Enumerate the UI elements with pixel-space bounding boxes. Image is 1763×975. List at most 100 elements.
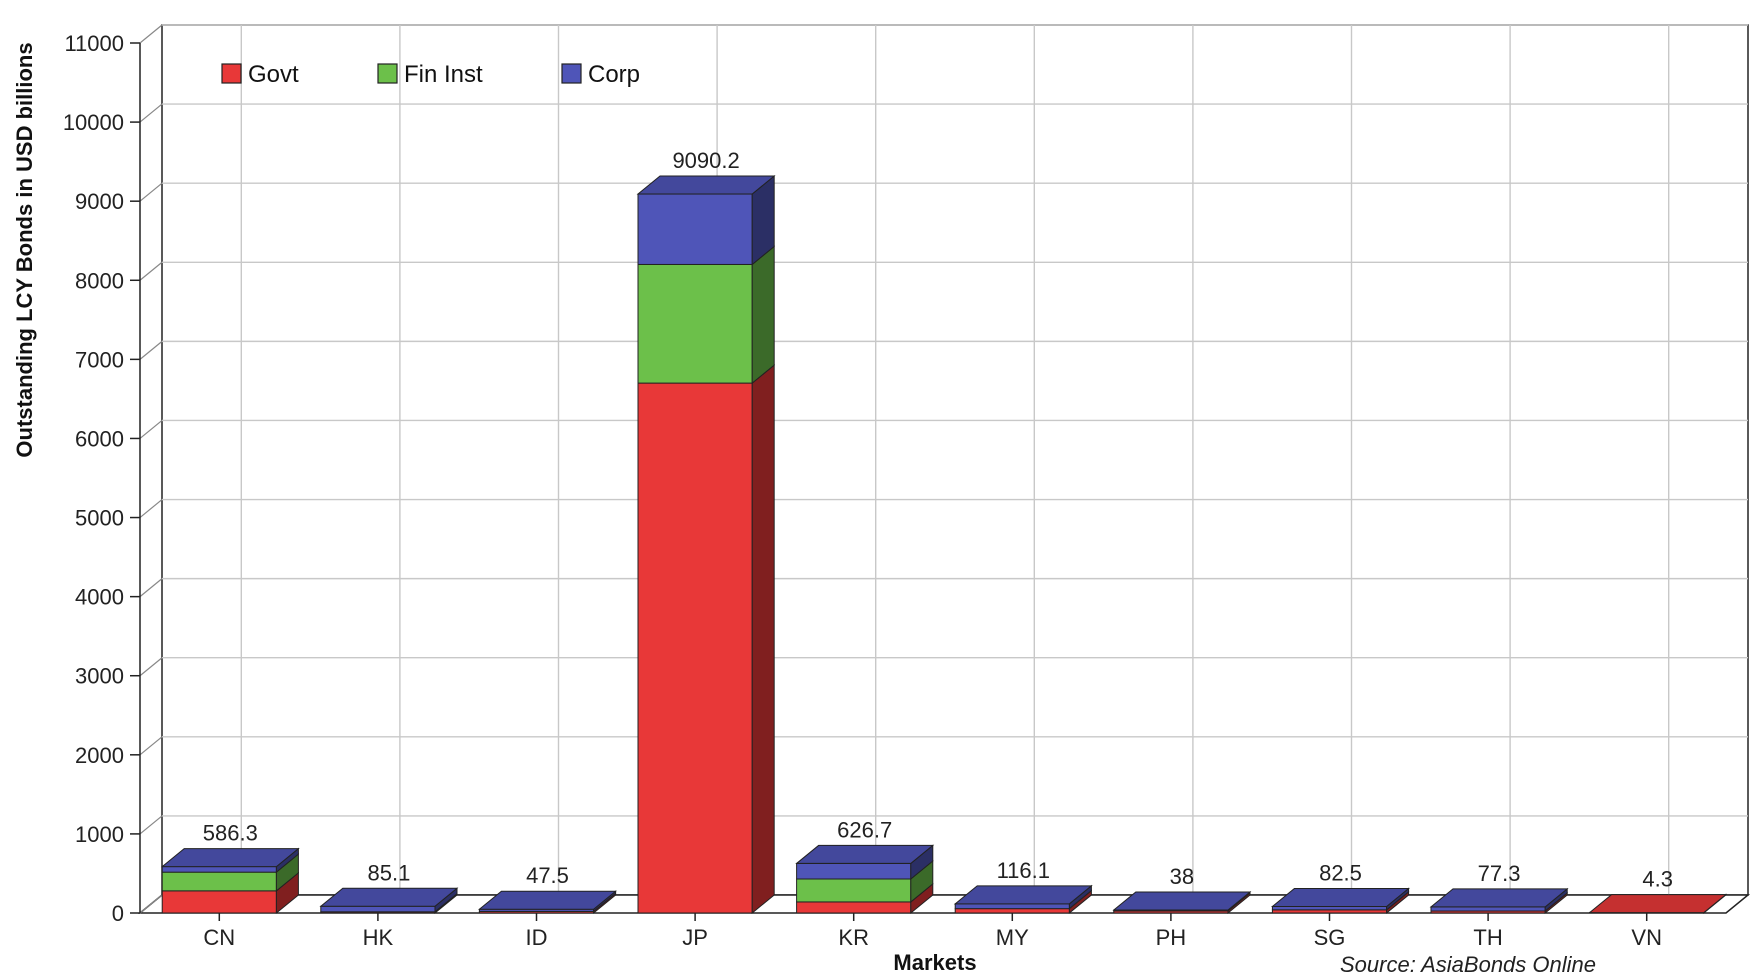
bar-stack-vn xyxy=(1588,893,1728,915)
bar-segment-cn-govt xyxy=(161,890,277,914)
data-label-kr: 626.7 xyxy=(837,817,892,842)
gridline-wall-diagonal xyxy=(139,182,163,202)
bar-segment-cn-fin-inst xyxy=(161,871,277,892)
y-tick-label: 1000 xyxy=(75,822,124,847)
data-label-id: 47.5 xyxy=(526,863,569,888)
legend-swatch xyxy=(221,63,242,84)
legend: Govt Fin Inst Corp xyxy=(221,61,640,88)
bar-stack-jp xyxy=(636,174,776,915)
y-tick-label: 3000 xyxy=(75,664,124,689)
bar-top-cn xyxy=(160,848,300,868)
y-tick-label: 4000 xyxy=(75,585,124,610)
x-tick-label-kr: KR xyxy=(838,925,869,950)
bar-stack-kr xyxy=(795,844,935,915)
bar-top-vn xyxy=(1588,894,1728,914)
axes: 0 1000 2000 3000 4000 5000 6000 7000 8000 9000 100… xyxy=(63,31,1662,950)
gridline-wall-diagonal xyxy=(139,24,163,44)
data-label-jp: 9090.2 xyxy=(672,148,739,173)
data-label-ph: 38 xyxy=(1170,864,1194,889)
bar-segment-kr-fin-inst xyxy=(796,878,912,903)
gridline-wall-diagonal xyxy=(139,894,163,914)
x-tick-label-my: MY xyxy=(996,925,1029,950)
y-tick-label: 10000 xyxy=(63,110,124,135)
bar-segment-my-govt xyxy=(954,908,1070,914)
data-label-vn: 4.3 xyxy=(1642,867,1673,892)
y-tick-label: 0 xyxy=(112,901,124,926)
gridline-wall-diagonal xyxy=(139,657,163,677)
gridline-wall-diagonal xyxy=(139,578,163,598)
legend-label: Corp xyxy=(588,61,640,88)
bar-side-jp-fin-inst xyxy=(751,245,775,385)
y-tick-label: 9000 xyxy=(75,189,124,214)
x-tick-label-id: ID xyxy=(526,925,548,950)
bar-top-hk xyxy=(319,887,459,907)
legend-item-govt: Govt xyxy=(221,61,299,88)
bars xyxy=(160,174,1728,915)
legend-item-corp: Corp xyxy=(561,61,640,88)
x-axis-title: Markets xyxy=(893,950,976,975)
legend-item-fin-inst: Fin Inst xyxy=(377,61,483,88)
gridline-wall-diagonal xyxy=(139,419,163,439)
x-tick-label-sg: SG xyxy=(1314,925,1346,950)
legend-label: Fin Inst xyxy=(404,61,483,88)
bar-side-jp-govt xyxy=(751,364,775,915)
y-tick-label: 6000 xyxy=(75,426,124,451)
bar-stack-hk xyxy=(319,887,459,915)
bar-top-id xyxy=(478,890,617,910)
bar-segment-jp-fin-inst xyxy=(637,263,753,384)
bar-top-kr xyxy=(795,844,935,864)
source-note: Source: AsiaBonds Online xyxy=(1340,952,1596,975)
bar-stack-th xyxy=(1429,887,1569,915)
bar-segment-jp-corp xyxy=(637,193,753,265)
gridline-wall-diagonal xyxy=(139,261,163,281)
bar-stack-my xyxy=(953,884,1093,915)
bar-segment-hk-corp xyxy=(320,905,436,913)
bar-top-my xyxy=(953,885,1093,905)
y-tick-label: 5000 xyxy=(75,506,124,531)
bar-stack-id xyxy=(478,890,617,915)
gridlines xyxy=(137,24,1751,914)
bar-top-ph xyxy=(1112,891,1252,911)
bar-stack-cn xyxy=(160,847,300,915)
bar-stack-ph xyxy=(1112,890,1252,915)
gridline-wall-diagonal xyxy=(139,103,163,123)
y-tick-label: 8000 xyxy=(75,268,124,293)
bar-segment-kr-corp xyxy=(796,862,912,880)
gridline-wall-diagonal xyxy=(139,736,163,756)
plot-back-wall xyxy=(161,24,1749,896)
data-label-cn: 586.3 xyxy=(203,821,258,846)
gridline-wall-diagonal xyxy=(139,815,163,835)
bar-segment-th-corp xyxy=(1430,906,1546,912)
data-label-th: 77.3 xyxy=(1478,861,1521,886)
bar-stack-sg xyxy=(1271,887,1410,915)
x-tick-label-jp: JP xyxy=(682,925,708,950)
x-tick-label-th: TH xyxy=(1473,925,1502,950)
bar-segment-kr-govt xyxy=(796,901,912,914)
data-label-hk: 85.1 xyxy=(367,860,410,885)
gridline-wall-diagonal xyxy=(139,499,163,519)
y-tick-label: 7000 xyxy=(75,347,124,372)
x-tick-label-cn: CN xyxy=(203,925,235,950)
x-tick-label-hk: HK xyxy=(363,925,394,950)
y-tick-label: 2000 xyxy=(75,743,124,768)
bar-segment-sg-corp xyxy=(1271,905,1388,911)
bar-top-sg xyxy=(1271,887,1410,907)
y-axis-title: Outstanding LCY Bonds in USD billions xyxy=(12,42,37,457)
data-label-my: 116.1 xyxy=(997,858,1050,883)
x-tick-label-vn: VN xyxy=(1631,925,1662,950)
legend-label: Govt xyxy=(248,61,299,88)
bar-top-jp xyxy=(636,175,776,195)
data-label-sg: 82.5 xyxy=(1319,860,1362,885)
legend-swatch xyxy=(377,63,398,84)
data-labels: 586.3 85.1 47.5 9090.2 626.7 116.1 38 82.5 77.3 4… xyxy=(203,148,1673,892)
legend-swatch xyxy=(561,63,582,84)
x-tick-label-ph: PH xyxy=(1156,925,1187,950)
bar-top-th xyxy=(1429,888,1569,908)
y-tick-label: 11000 xyxy=(64,31,124,56)
gridline-wall-diagonal xyxy=(139,340,163,360)
bar-segment-my-corp xyxy=(954,903,1070,910)
bar-segment-cn-corp xyxy=(161,866,277,873)
bar-segment-jp-govt xyxy=(637,382,753,914)
